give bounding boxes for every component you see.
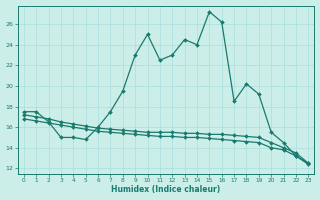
X-axis label: Humidex (Indice chaleur): Humidex (Indice chaleur) bbox=[111, 185, 221, 194]
